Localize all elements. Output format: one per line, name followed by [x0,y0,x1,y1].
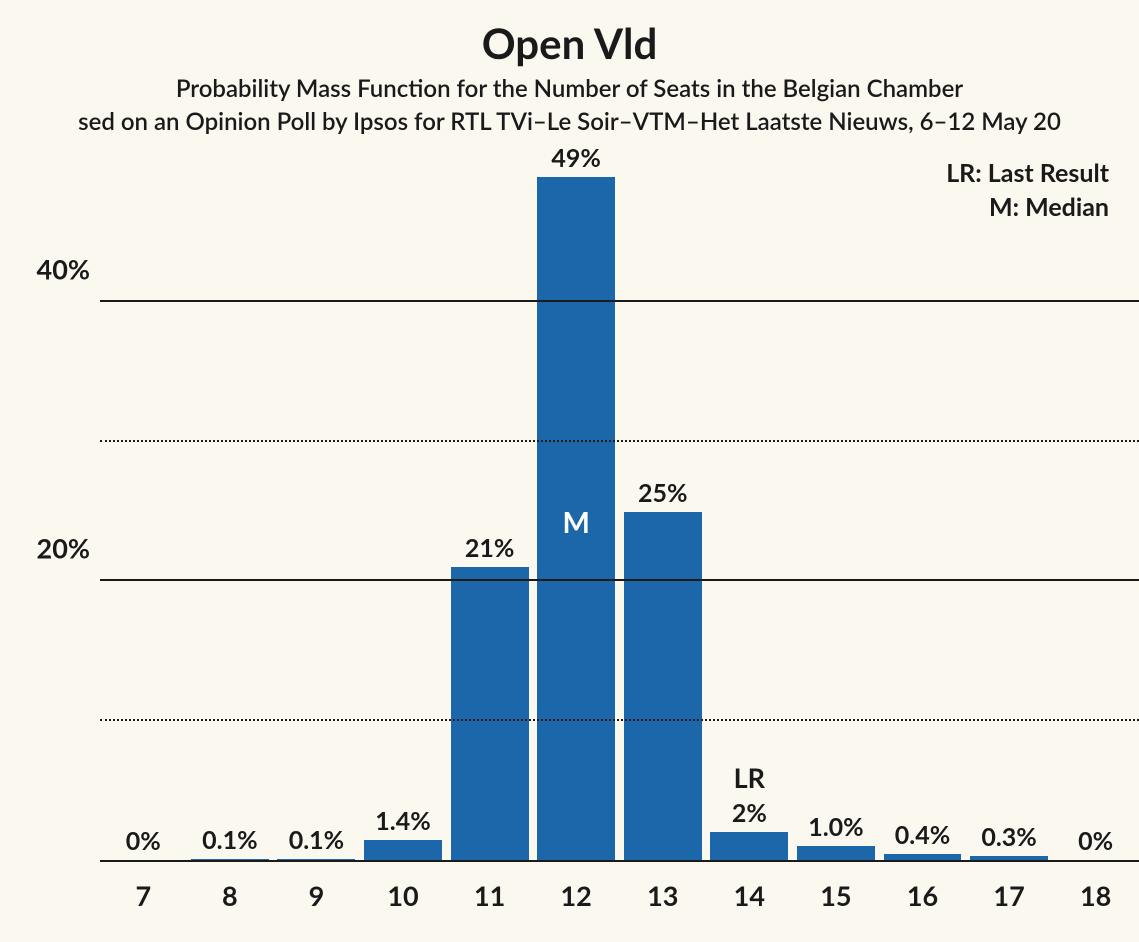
median-marker: M [562,505,589,540]
chart-subtitle: Probability Mass Function for the Number… [0,74,1139,103]
bar: 49%M [537,177,615,860]
bar-value-label: 1.0% [808,812,863,842]
x-axis-label: 13 [619,879,706,912]
bar: 1.4% [364,840,442,860]
bar-cell: 0.1% [187,163,274,860]
bar-value-label: 49% [551,143,601,173]
last-result-marker: LR [734,761,765,794]
bar-cell: 1.4% [360,163,447,860]
bar-value-label: 0.1% [289,825,344,855]
bar: 25% [624,512,702,861]
x-axis-label: 7 [100,879,187,912]
bar-cell: 0.1% [273,163,360,860]
bars-container: 0%0.1%0.1%1.4%21%49%M25%2%LR1.0%0.4%0.3%… [100,163,1139,860]
bar-cell: 49%M [533,163,620,860]
bar-cell: 0.3% [966,163,1053,860]
x-axis-label: 14 [706,879,793,912]
bar: 0.4% [884,854,962,860]
bar-cell: 0% [1052,163,1139,860]
bar-value-label: 25% [638,478,688,508]
x-axis-label: 8 [187,879,274,912]
bar-value-label: 0% [126,826,161,856]
gridline-minor [100,440,1139,442]
x-axis-label: 15 [793,879,880,912]
x-axis-label: 12 [533,879,620,912]
bar-value-label: 0.1% [202,825,257,855]
x-axis-label: 11 [446,879,533,912]
bar: 21% [451,567,529,860]
bar-cell: 0% [100,163,187,860]
bar-value-label: 0.3% [981,822,1036,852]
gridline-minor [100,719,1139,721]
bar-cell: 2% LR [706,163,793,860]
bar-value-label: 0.4% [895,820,950,850]
bar-cell: 0.4% [879,163,966,860]
gridline-major [100,579,1139,581]
chart-subsubtitle: sed on an Opinion Poll by Ipsos for RTL … [0,107,1139,136]
gridline-major [100,300,1139,302]
bar-value-label: 21% [465,533,515,563]
bar-value-label: 2% [732,798,767,828]
chart-area: 0%0.1%0.1%1.4%21%49%M25%2%LR1.0%0.4%0.3%… [100,163,1139,862]
y-axis-label: 40% [20,253,90,286]
bar-value-label: 0% [1078,826,1113,856]
x-axis-label: 10 [360,879,447,912]
x-axis-label: 16 [879,879,966,912]
x-axis-label: 18 [1052,879,1139,912]
y-axis-label: 20% [20,532,90,565]
bar: 2%LR [710,832,788,860]
bar-value-label: 1.4% [375,806,430,836]
x-axis-label: 17 [966,879,1053,912]
bar-cell: 1.0% [793,163,880,860]
x-axis-label: 9 [273,879,360,912]
bar-cell: 25% [619,163,706,860]
bar: 0.1% [277,859,355,860]
bar: 1.0% [797,846,875,860]
chart-title: Open Vld [0,18,1139,68]
bar: 0.3% [970,856,1048,860]
bar: 0.1% [191,859,269,860]
x-axis-labels: 789101112131415161718 [100,879,1139,912]
plot-area: 0%0.1%0.1%1.4%21%49%M25%2%LR1.0%0.4%0.3%… [100,163,1139,862]
bar-cell: 21% [446,163,533,860]
